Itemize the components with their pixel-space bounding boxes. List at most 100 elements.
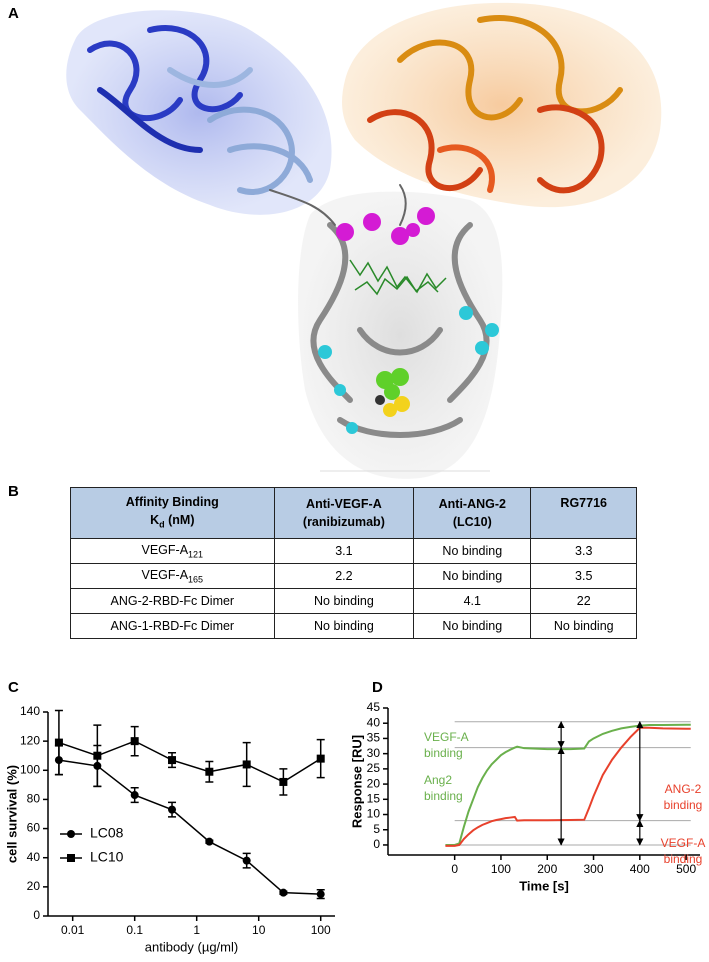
- y-tick-label: 120: [20, 733, 40, 747]
- y-tick-label: 15: [367, 791, 381, 805]
- y-tick-label: 0: [373, 837, 380, 851]
- header-text: d: [159, 519, 165, 530]
- panel-label: B: [8, 483, 19, 500]
- legend-marker: [67, 830, 75, 838]
- marker: [316, 754, 325, 763]
- y-tick-label: 100: [20, 762, 40, 776]
- table-header: Affinity Binding Kd (nM) Anti-VEGF-A (rani…: [70, 487, 637, 539]
- x-tick-label: 400: [630, 862, 650, 876]
- panel-label: C: [8, 679, 19, 696]
- header-cell: Anti-VEGF-A (ranibizumab): [273, 487, 415, 539]
- table-cell: No binding: [530, 613, 637, 639]
- marker: [54, 738, 63, 747]
- y-tick-label: 20: [367, 776, 381, 790]
- header-cell: Affinity Binding Kd (nM): [70, 487, 275, 539]
- marker: [242, 856, 251, 865]
- table-cell: 2.2: [273, 563, 415, 589]
- marker: [242, 760, 251, 769]
- marker: [279, 888, 288, 897]
- table-row: ANG-2-RBD-Fc Dimer No binding 4.1 22: [70, 588, 637, 614]
- header-text: (nM): [168, 512, 195, 527]
- annotation: VEGF-A: [661, 836, 706, 850]
- table-cell: 22: [530, 588, 637, 614]
- y-tick-label: 0: [33, 908, 40, 922]
- y-tick-label: 45: [367, 700, 381, 714]
- header-text: (LC10): [452, 515, 492, 529]
- header-text: Anti-VEGF-A: [306, 497, 382, 511]
- marker: [205, 837, 214, 846]
- header-text: RG7716: [560, 496, 607, 510]
- y-tick-label: 25: [367, 761, 381, 775]
- row-label: VEGF-A: [141, 567, 189, 582]
- x-tick-label: 100: [491, 862, 511, 876]
- marker: [130, 791, 139, 800]
- row-label-cell: VEGF-A121: [70, 538, 275, 564]
- y-tick-label: 40: [367, 715, 381, 729]
- annotation: binding: [664, 852, 703, 866]
- annotation: binding: [424, 746, 463, 760]
- header-cell: RG7716: [530, 487, 637, 539]
- header-text: K: [150, 512, 160, 527]
- annotation: ANG-2: [665, 782, 702, 796]
- panel-label: D: [372, 679, 383, 696]
- annotation: binding: [664, 798, 703, 812]
- y-tick-label: 40: [27, 850, 41, 864]
- y-axis-label: Response [RU]: [349, 735, 364, 828]
- row-label-cell: VEGF-A165: [70, 563, 275, 589]
- annotation: Ang2: [424, 773, 452, 787]
- header-cell: Anti-ANG-2 (LC10): [413, 487, 532, 539]
- annotation: binding: [424, 789, 463, 803]
- header-text: (ranibizumab): [302, 515, 385, 529]
- x-tick-label: 1: [193, 923, 200, 937]
- series-line: [445, 726, 691, 847]
- table-row: ANG-1-RBD-Fc Dimer No binding No binding No…: [70, 613, 637, 639]
- marker: [168, 805, 177, 814]
- legend-label: LC08: [90, 825, 124, 841]
- marker: [168, 756, 177, 765]
- protein-structure: [66, 2, 662, 479]
- marker: [93, 751, 102, 760]
- table-row: VEGF-A121 3.1 No binding 3.3: [70, 538, 637, 564]
- table-row: VEGF-A165 2.2 No binding 3.5: [70, 563, 637, 589]
- row-label: ANG-2-RBD-Fc Dimer: [110, 594, 235, 608]
- annotation: VEGF-A: [424, 730, 469, 744]
- marker: [205, 767, 214, 776]
- x-tick-label: 10: [252, 923, 266, 937]
- table-cell: No binding: [273, 588, 415, 614]
- marker: [130, 737, 139, 746]
- x-tick-label: 0: [451, 862, 458, 876]
- x-tick-label: 100: [311, 923, 331, 937]
- x-tick-label: 500: [676, 862, 696, 876]
- y-tick-label: 35: [367, 731, 381, 745]
- affinity-table: Affinity Binding Kd (nM) Anti-VEGF-A (rani…: [70, 487, 637, 639]
- table-cell: No binding: [413, 563, 532, 589]
- y-tick-label: 20: [27, 879, 41, 893]
- table-cell: No binding: [413, 613, 532, 639]
- table-cell: 3.1: [273, 538, 415, 564]
- table-cell: No binding: [273, 613, 415, 639]
- y-tick-label: 60: [27, 821, 41, 835]
- series-line: [58, 740, 322, 783]
- marker: [316, 890, 325, 899]
- row-label: VEGF-A: [141, 542, 189, 557]
- x-tick-label: 300: [584, 862, 604, 876]
- y-tick-label: 30: [367, 746, 381, 760]
- header-text: Anti-ANG-2: [438, 497, 506, 511]
- row-label: ANG-1-RBD-Fc Dimer: [110, 619, 235, 633]
- row-label-sub: 121: [188, 549, 204, 560]
- legend-marker: [67, 854, 75, 862]
- table-cell: 4.1: [413, 588, 532, 614]
- y-tick-label: 140: [20, 704, 40, 718]
- y-tick-label: 10: [367, 807, 381, 821]
- legend-label: LC10: [90, 849, 124, 865]
- x-tick-label: 200: [537, 862, 557, 876]
- row-label-sub: 165: [188, 574, 204, 585]
- series-line: [445, 723, 691, 846]
- y-axis-label: cell survival (%): [4, 765, 19, 863]
- row-label-cell: ANG-2-RBD-Fc Dimer: [70, 588, 275, 614]
- table-cell: 3.5: [530, 563, 637, 589]
- y-tick-label: 80: [27, 792, 41, 806]
- series-line: [58, 759, 321, 895]
